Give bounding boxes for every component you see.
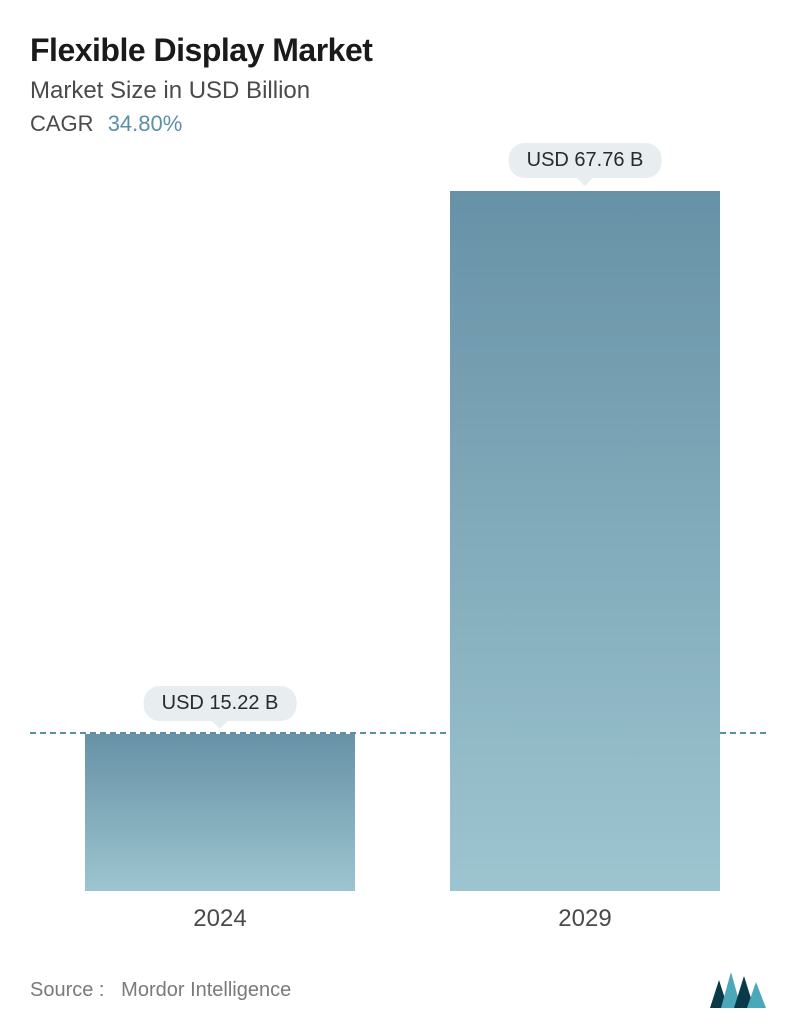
bar-2029-value-label: USD 67.76 B: [509, 143, 662, 178]
cagr-line: CAGR 34.80%: [30, 111, 766, 137]
x-label-2029: 2029: [450, 905, 720, 933]
bar-2024-value-text: USD 15.22 B: [162, 692, 279, 714]
bar-2024: [85, 734, 355, 891]
source-label: Source :: [30, 979, 104, 1001]
source-text: Source : Mordor Intelligence: [30, 979, 291, 1002]
bar-2029: [450, 191, 720, 891]
bar-2029-value-text: USD 67.76 B: [527, 149, 644, 171]
chart-area: USD 15.22 B USD 67.76 B 2024 2029: [30, 141, 766, 891]
bar-2024-container: USD 15.22 B: [85, 734, 355, 891]
x-label-2024: 2024: [85, 905, 355, 933]
chart-title: Flexible Display Market: [30, 32, 766, 69]
cagr-value: 34.80%: [108, 111, 183, 136]
chart-subtitle: Market Size in USD Billion: [30, 77, 766, 105]
bar-2029-container: USD 67.76 B: [450, 191, 720, 891]
bar-2024-value-label: USD 15.22 B: [144, 686, 297, 721]
source-name: Mordor Intelligence: [121, 979, 291, 1001]
footer: Source : Mordor Intelligence: [30, 972, 766, 1008]
mordor-logo-icon: [710, 972, 766, 1008]
cagr-label: CAGR: [30, 111, 94, 136]
